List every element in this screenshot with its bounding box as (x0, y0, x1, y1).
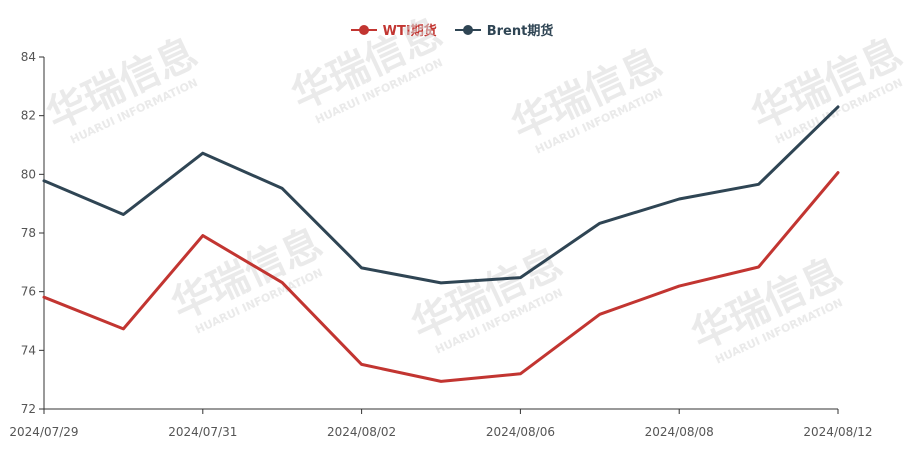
x-tick-label: 2024/08/08 (645, 425, 714, 439)
y-tick-label: 80 (21, 167, 36, 181)
series-line-brent (42, 105, 840, 285)
y-tick-label: 72 (21, 402, 36, 416)
legend-item-wti[interactable]: WTI期货 (350, 20, 437, 39)
x-tick-label: 2024/08/02 (327, 425, 396, 439)
chart-legend: WTI期货 Brent期货 (0, 20, 904, 39)
y-tick-label: 76 (21, 285, 36, 299)
y-tick-label: 84 (21, 50, 36, 64)
legend-label-brent: Brent期货 (486, 24, 554, 39)
y-tick-label: 82 (21, 109, 36, 123)
chart-axes: 72 74 76 78 80 82 84 2024/07/29 2024/07/31 2024/0… (9, 50, 872, 439)
chart-series (42, 105, 840, 383)
x-tick-label: 2024/07/31 (168, 425, 237, 439)
legend-swatch-wti (350, 23, 377, 37)
series-line-wti (42, 171, 840, 383)
legend-label-wti: WTI期货 (382, 24, 437, 39)
y-tick-label: 74 (21, 343, 36, 357)
legend-item-brent[interactable]: Brent期货 (454, 20, 554, 39)
legend-swatch-brent (454, 23, 481, 37)
x-tick-label: 2024/07/29 (9, 425, 78, 439)
y-tick-label: 78 (21, 226, 36, 240)
x-tick-label: 2024/08/06 (486, 425, 555, 439)
x-tick-label: 2024/08/12 (803, 425, 872, 439)
